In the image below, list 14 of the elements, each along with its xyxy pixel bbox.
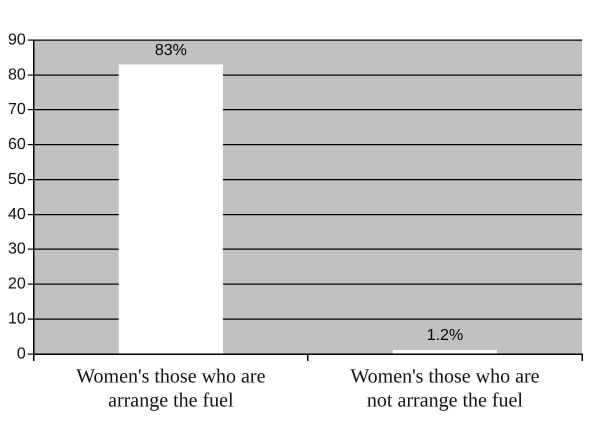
data-label: 83% [154,42,187,59]
y-tick-label: 40 [8,206,26,223]
y-tick-label: 70 [8,101,26,118]
data-label: 1.2% [426,327,464,344]
y-tick-label: 50 [8,170,26,188]
y-tick-label: 20 [8,276,26,293]
y-tick-label: 90 [8,31,26,48]
y-tick-label: 80 [8,66,26,84]
y-tick-label: 0 [16,345,26,362]
x-tick-label: Women's those who are arrange the fuel [76,365,266,412]
y-tick-label: 60 [8,136,26,154]
y-tick-label: 10 [8,310,26,328]
y-tick-label: 30 [8,240,26,258]
x-tick-label: Women's those who are not arrange the fuel [350,365,540,412]
